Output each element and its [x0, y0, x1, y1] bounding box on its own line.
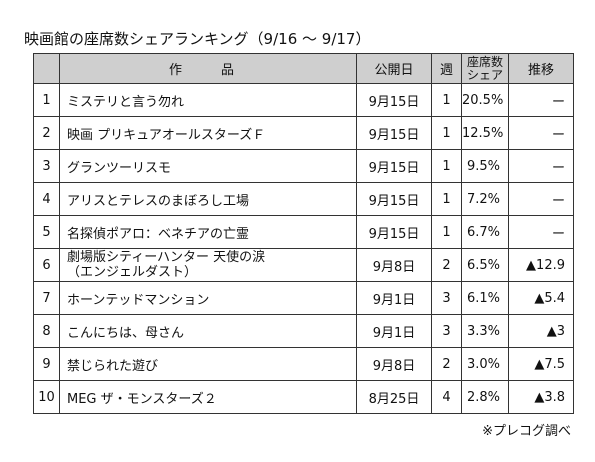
movie-title-cell: 名探偵ポアロ：ベネチアの亡霊 [59, 215, 357, 249]
week-cell: 3 [431, 314, 462, 348]
movie-title-cell: グランツーリスモ [59, 149, 357, 183]
movie-title-cell: ミステリと言う勿れ [59, 83, 357, 117]
trend-cell: ー [508, 182, 574, 216]
page-title: 映画館の座席数シェアランキング（9/16 ～ 9/17） [24, 30, 371, 48]
movie-title-cell: 劇場版シティーハンター 天使の涙 （エンジェルダスト） [59, 248, 357, 282]
source-note: ※プレコグ調べ [482, 424, 571, 439]
week-cell: 1 [431, 182, 462, 216]
rank-cell: 4 [33, 182, 60, 216]
week-cell: 2 [431, 248, 462, 282]
trend-cell: ▲3.8 [508, 380, 574, 414]
table-row: 8 こんにちは、母さん 9月1日 3 3.3% ▲3 [33, 314, 574, 348]
movie-title-cell: ホーンテッドマンション [59, 281, 357, 315]
rank-cell: 3 [33, 149, 60, 183]
share-cell: 3.0% [461, 347, 509, 381]
rank-cell: 8 [33, 314, 60, 348]
week-cell: 1 [431, 149, 462, 183]
movie-title-cell: アリスとテレスのまぼろし工場 [59, 182, 357, 216]
movie-title-cell: MEG ザ・モンスターズ２ [59, 380, 357, 414]
release-date-cell: 9月15日 [356, 182, 432, 216]
share-cell: 3.3% [461, 314, 509, 348]
header-trend: 推移 [508, 53, 574, 84]
movie-title-cell: 禁じられた遊び [59, 347, 357, 381]
share-cell: 6.5% [461, 248, 509, 282]
share-cell: 20.5% [461, 83, 509, 117]
release-date-cell: 9月1日 [356, 281, 432, 315]
trend-cell: ▲7.5 [508, 347, 574, 381]
table-row: 6 劇場版シティーハンター 天使の涙 （エンジェルダスト） 9月8日 2 6.5%… [33, 248, 574, 282]
rank-cell: 10 [33, 380, 60, 414]
week-cell: 1 [431, 83, 462, 117]
rank-cell: 7 [33, 281, 60, 315]
rank-cell: 9 [33, 347, 60, 381]
trend-cell: ▲5.4 [508, 281, 574, 315]
trend-cell: ▲3 [508, 314, 574, 348]
week-cell: 2 [431, 347, 462, 381]
table-row: 1 ミステリと言う勿れ 9月15日 1 20.5% ー [33, 83, 574, 117]
rank-cell: 5 [33, 215, 60, 249]
share-cell: 7.2% [461, 182, 509, 216]
table-row: 2 映画 プリキュアオールスターズＦ 9月15日 1 12.5% ー [33, 116, 574, 150]
week-cell: 1 [431, 215, 462, 249]
header-share: 座席数 シェア [461, 53, 509, 84]
week-cell: 1 [431, 116, 462, 150]
trend-cell: ー [508, 83, 574, 117]
table-row: 5 名探偵ポアロ：ベネチアの亡霊 9月15日 1 6.7% ー [33, 215, 574, 249]
week-cell: 4 [431, 380, 462, 414]
release-date-cell: 9月15日 [356, 83, 432, 117]
header-title: 作品 [59, 53, 357, 84]
rank-cell: 2 [33, 116, 60, 150]
movie-title-cell: こんにちは、母さん [59, 314, 357, 348]
share-cell: 6.1% [461, 281, 509, 315]
rank-cell: 6 [33, 248, 60, 282]
movie-title-cell: 映画 プリキュアオールスターズＦ [59, 116, 357, 150]
release-date-cell: 9月15日 [356, 116, 432, 150]
release-date-cell: 9月8日 [356, 248, 432, 282]
rank-cell: 1 [33, 83, 60, 117]
trend-cell: ▲12.9 [508, 248, 574, 282]
release-date-cell: 9月15日 [356, 215, 432, 249]
share-cell: 12.5% [461, 116, 509, 150]
trend-cell: ー [508, 215, 574, 249]
trend-cell: ー [508, 149, 574, 183]
release-date-cell: 9月1日 [356, 314, 432, 348]
week-cell: 3 [431, 281, 462, 315]
share-cell: 2.8% [461, 380, 509, 414]
release-date-cell: 8月25日 [356, 380, 432, 414]
table-row: 3 グランツーリスモ 9月15日 1 9.5% ー [33, 149, 574, 183]
movie-title-line2: （エンジェルダスト） [67, 265, 198, 280]
release-date-cell: 9月8日 [356, 347, 432, 381]
header-week: 週 [431, 53, 462, 84]
trend-cell: ー [508, 116, 574, 150]
table-row: 10 MEG ザ・モンスターズ２ 8月25日 4 2.8% ▲3.8 [33, 380, 574, 414]
table-row: 4 アリスとテレスのまぼろし工場 9月15日 1 7.2% ー [33, 182, 574, 216]
release-date-cell: 9月15日 [356, 149, 432, 183]
header-date: 公開日 [356, 53, 432, 84]
share-cell: 6.7% [461, 215, 509, 249]
share-cell: 9.5% [461, 149, 509, 183]
header-rank [33, 53, 60, 84]
movie-title-line1: 劇場版シティーハンター 天使の涙 [67, 250, 266, 265]
table-row: 7 ホーンテッドマンション 9月1日 3 6.1% ▲5.4 [33, 281, 574, 315]
table-header-row: 作品 公開日 週 座席数 シェア 推移 [33, 53, 574, 84]
ranking-table: 作品 公開日 週 座席数 シェア 推移 1 ミステリと言う勿れ 9月15日 1 2… [33, 53, 574, 414]
table-row: 9 禁じられた遊び 9月8日 2 3.0% ▲7.5 [33, 347, 574, 381]
header-share-line2: シェア [466, 67, 503, 82]
header-share-line1: 座席数 [466, 54, 503, 69]
